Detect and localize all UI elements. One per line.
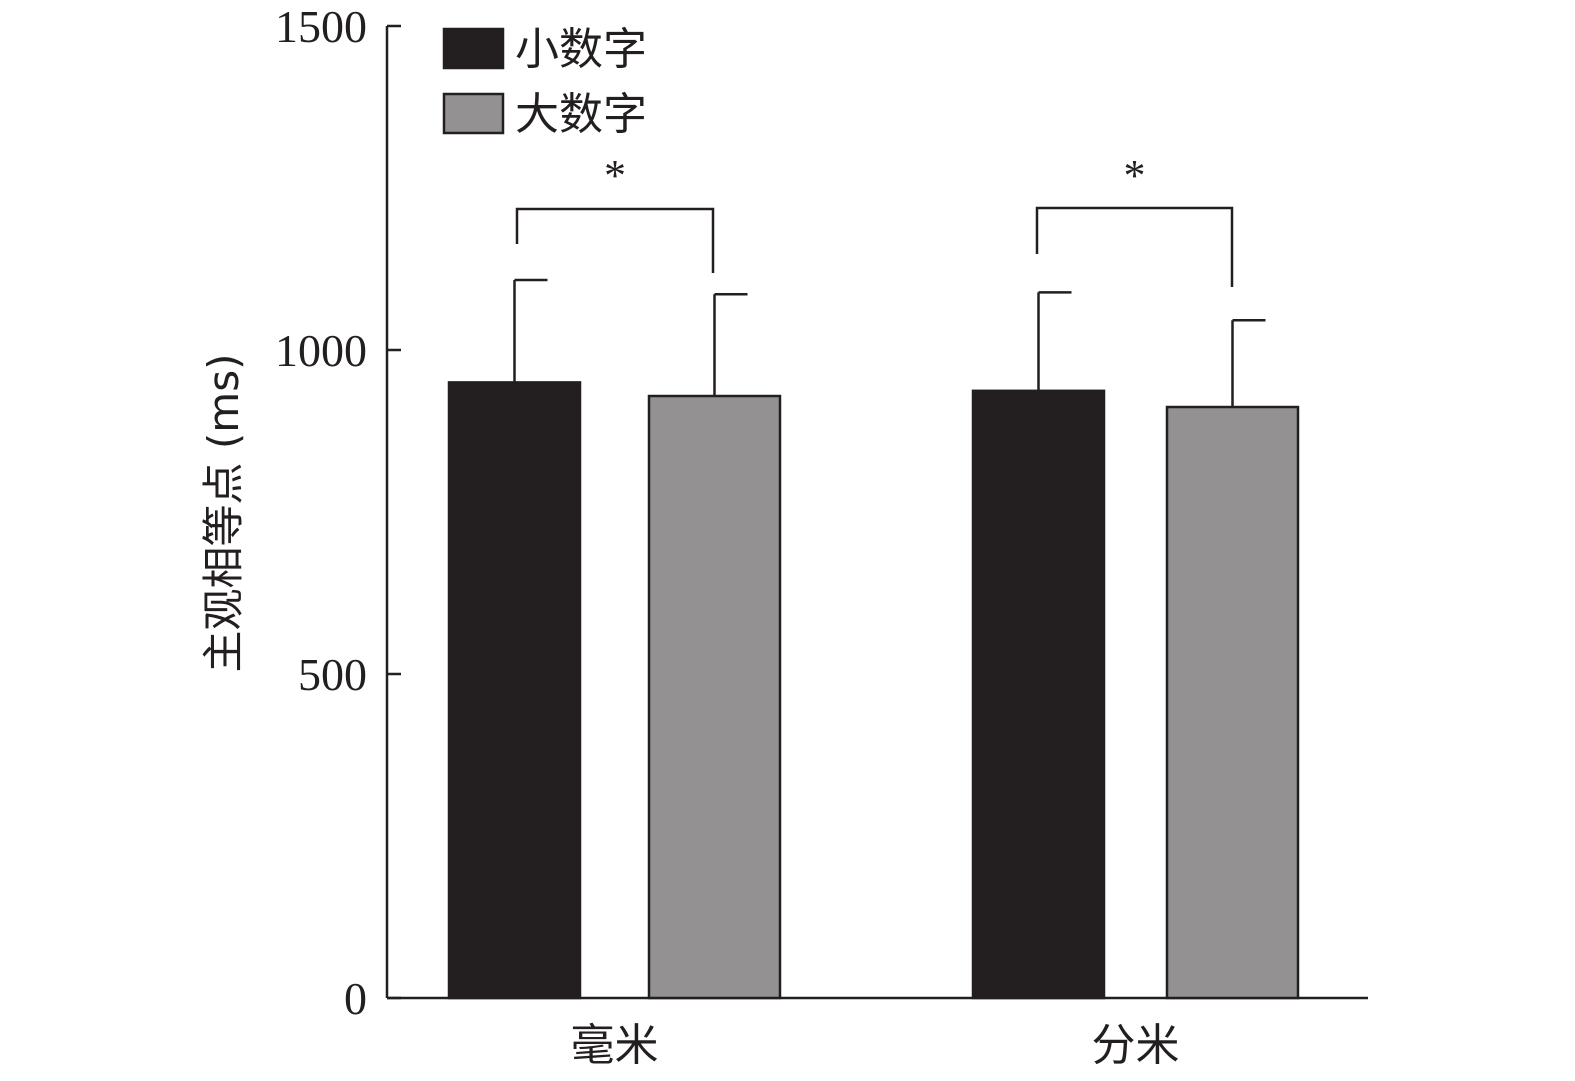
x-axis: 毫米 分米	[387, 996, 1368, 1071]
y-axis: 0 500 1000 1500	[275, 1, 401, 1024]
bars	[447, 381, 1300, 1000]
bar-0-0	[447, 381, 582, 1000]
significance-bracket	[515, 207, 715, 273]
legend-label: 小数字	[515, 24, 647, 75]
error-bars	[513, 278, 1266, 408]
bar-1-1	[1165, 405, 1300, 1000]
y-tick-label: 500	[298, 649, 367, 700]
significance-markers: * *	[515, 151, 1234, 287]
bar-1-0	[971, 389, 1106, 1000]
y-tick-label: 1500	[275, 1, 367, 52]
x-category-label: 毫米	[571, 1020, 659, 1071]
legend-swatch	[442, 92, 505, 135]
y-tick-label: 1000	[275, 325, 367, 376]
bar-0-1	[647, 394, 782, 1000]
legend-swatch	[442, 27, 505, 70]
x-category-label: 分米	[1092, 1020, 1180, 1071]
y-axis-label: 主观相等点 (ms)	[199, 354, 248, 673]
significance-bracket	[1035, 206, 1234, 287]
significance-star: *	[604, 151, 626, 200]
significance-star: *	[1124, 151, 1146, 200]
legend-label: 大数字	[515, 89, 647, 140]
y-tick-label: 0	[344, 973, 367, 1024]
